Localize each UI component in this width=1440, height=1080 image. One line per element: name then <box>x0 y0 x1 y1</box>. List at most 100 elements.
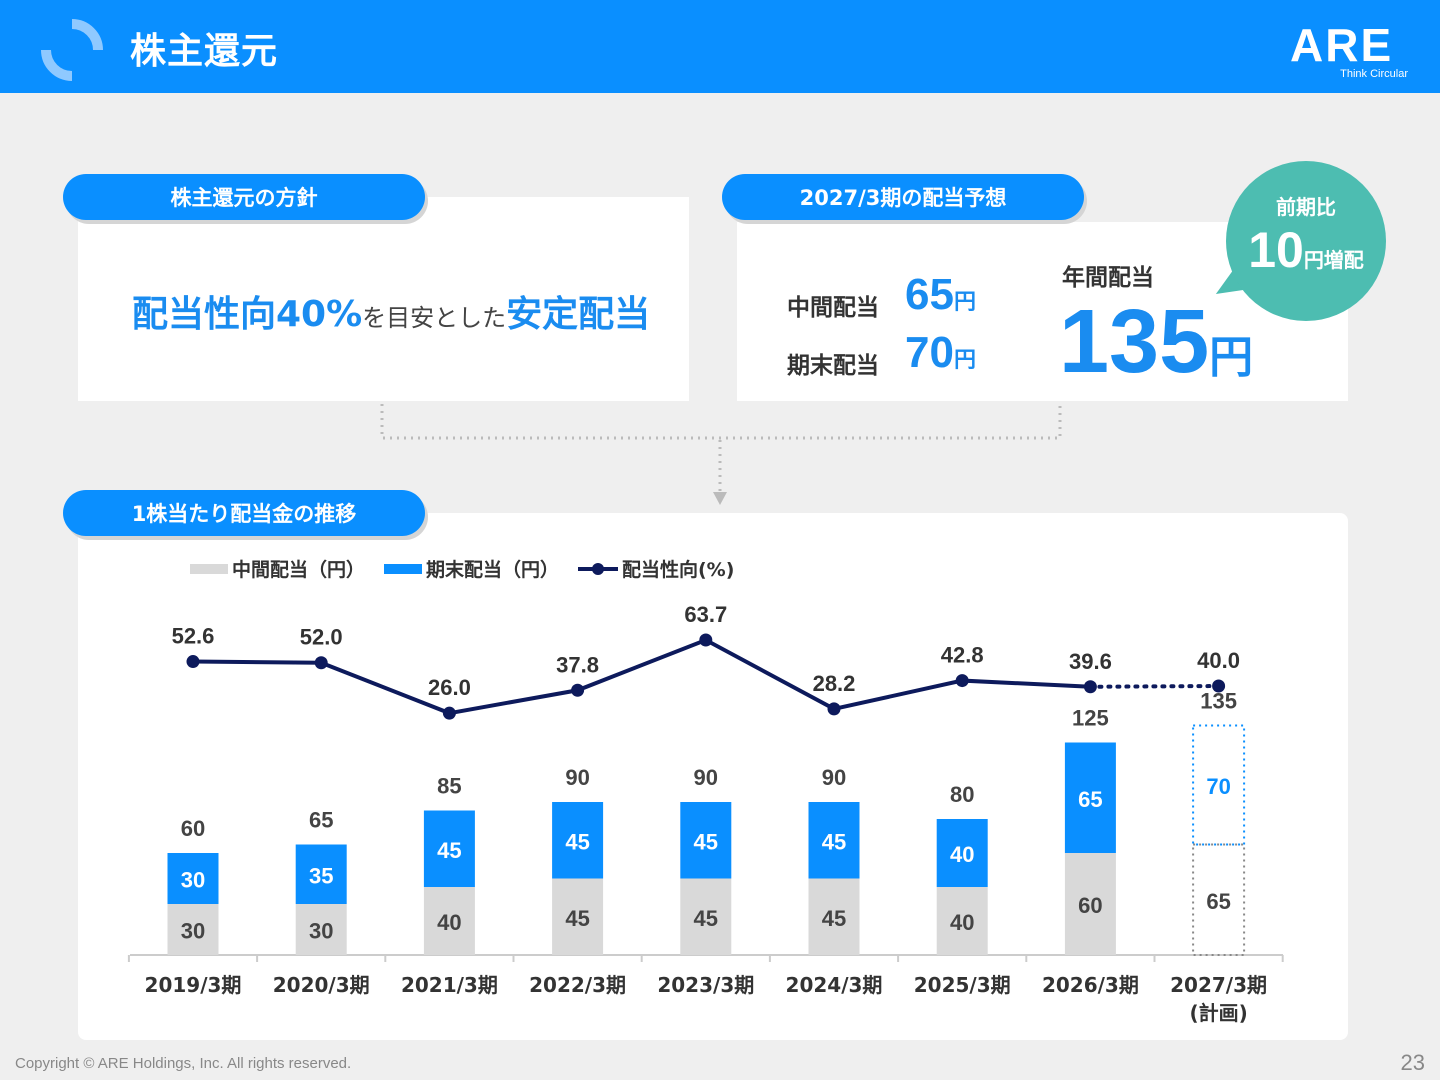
bar-interim-plan <box>1192 843 1246 956</box>
header-bar: 株主還元 ARE Think Circular <box>0 0 1440 93</box>
policy-pill: 株主還元の方針 <box>63 174 425 220</box>
bar-label-year-end: 45 <box>822 829 846 854</box>
policy-statement: 配当性向40%を目安とした安定配当 <box>132 285 650 337</box>
chart-card-bg <box>78 513 1348 1040</box>
bar-year-end <box>808 802 860 879</box>
copyright: Copyright © ARE Holdings, Inc. All right… <box>15 1055 352 1072</box>
x-tick-label: 2019/3期 <box>145 973 242 997</box>
bar-label-interim: 60 <box>1078 893 1102 918</box>
bar-interim <box>808 878 860 955</box>
x-tick-label: 2022/3期 <box>529 973 626 997</box>
payout-point <box>827 702 841 716</box>
bar-interim <box>680 878 732 955</box>
connector-lines <box>380 404 1062 505</box>
payout-label: 40.0 <box>1197 648 1240 673</box>
bar-year-end <box>167 853 219 904</box>
bar-label-year-end: 35 <box>309 863 333 888</box>
x-tick-label: 2027/3期 <box>1170 973 1267 997</box>
bar-total-label: 135 <box>1200 689 1237 714</box>
bar-total-label: 60 <box>181 816 205 841</box>
payout-point <box>955 674 969 688</box>
bar-label-year-end: 65 <box>1078 787 1102 812</box>
page-number: 23 <box>1400 1050 1425 1075</box>
bar-label-interim: 30 <box>309 919 333 944</box>
payout-point <box>186 655 200 669</box>
legend-label-year-end: 期末配当（円） <box>426 558 559 581</box>
bar-total-label: 90 <box>694 765 718 790</box>
bar-total-label: 90 <box>565 765 589 790</box>
brand-logo: ARE Think Circular <box>1290 22 1410 82</box>
legend-marker-payout <box>592 563 604 575</box>
legend-swatch-year-end <box>384 564 422 574</box>
bar-label-interim: 45 <box>565 906 589 931</box>
payout-point <box>1212 679 1226 693</box>
bar-total-label: 65 <box>309 808 333 833</box>
bar-year-end <box>936 819 988 887</box>
policy-card: 配当性向40%を目安とした安定配当 <box>78 197 689 401</box>
interim-label: 中間配当 <box>787 295 879 321</box>
bar-label-interim: 45 <box>822 906 846 931</box>
forecast-pill: 2027/3期の配当予想 <box>722 174 1084 220</box>
payout-label: 52.6 <box>172 624 215 649</box>
brand-tagline: Think Circular <box>1340 68 1408 80</box>
bar-label-interim: 45 <box>694 906 718 931</box>
legend-swatch-interim <box>190 564 228 574</box>
bar-label-year-end: 45 <box>437 838 461 863</box>
payout-label: 39.6 <box>1069 649 1112 674</box>
policy-payout-target: 配当性向40% <box>132 294 363 335</box>
legend-label-payout: 配当性向(%) <box>622 558 734 581</box>
circular-logo-icon <box>41 19 103 81</box>
x-tick-label: (計画) <box>1189 1001 1247 1025</box>
policy-stable-dividend: 安定配当 <box>506 294 651 335</box>
bar-interim <box>552 878 604 955</box>
bar-label-year-end: 40 <box>950 842 974 867</box>
year-end-value: 70円 <box>905 328 976 377</box>
chart-pill: 1株当たり配当金の推移 <box>63 490 425 536</box>
interim-value: 65円 <box>905 270 976 319</box>
x-tick-label: 2020/3期 <box>273 973 370 997</box>
bar-total-label: 90 <box>822 765 846 790</box>
bubble-increase: 10円増配 <box>1248 222 1364 278</box>
bar-label-interim: 30 <box>181 919 205 944</box>
bar-label-year-end: 45 <box>694 829 718 854</box>
bar-label-year-end: 70 <box>1206 774 1230 799</box>
bar-total-label: 80 <box>950 782 974 807</box>
payout-point <box>571 683 585 697</box>
annual-value: 135円 <box>1059 292 1254 392</box>
payout-line <box>192 637 1091 716</box>
bar-total-label: 85 <box>437 774 461 799</box>
bar-label-interim: 40 <box>950 910 974 935</box>
page-title: 株主還元 <box>130 31 279 72</box>
payout-line-plan <box>1088 684 1221 689</box>
bubble-caption: 前期比 <box>1276 195 1336 219</box>
year-end-label: 期末配当 <box>787 353 879 379</box>
bar-total-label: 125 <box>1072 706 1109 731</box>
legend-label-interim: 中間配当（円） <box>232 558 365 581</box>
bar-year-end <box>295 844 347 904</box>
payout-point <box>314 656 328 670</box>
x-tick-label: 2024/3期 <box>786 973 883 997</box>
payout-label: 63.7 <box>684 602 727 627</box>
annual-label: 年間配当 <box>1062 265 1154 291</box>
payout-label: 52.0 <box>300 625 343 650</box>
bar-year-end <box>423 810 475 887</box>
bar-label-year-end: 30 <box>181 868 205 893</box>
bar-interim <box>423 887 475 955</box>
payout-point <box>699 633 713 647</box>
brand-name: ARE <box>1290 19 1394 71</box>
bar-interim <box>1064 853 1116 955</box>
x-tick-label: 2021/3期 <box>401 973 498 997</box>
bar-year-end <box>552 802 604 879</box>
x-tick-label: 2025/3期 <box>914 973 1011 997</box>
payout-point <box>1083 680 1097 694</box>
policy-connector: を目安とした <box>362 304 507 332</box>
x-tick-label: 2026/3期 <box>1042 973 1139 997</box>
bar-interim <box>936 887 988 955</box>
payout-point <box>442 706 456 720</box>
bar-interim <box>295 904 347 955</box>
bar-label-interim: 40 <box>437 910 461 935</box>
bar-year-end <box>680 802 732 879</box>
dividend-chart: 中間配当（円） 期末配当（円） 配当性向(%) 30 30 60 2019/3期 30 35 65… <box>78 513 1348 1040</box>
payout-label: 28.2 <box>813 671 856 696</box>
x-tick-label: 2023/3期 <box>657 973 754 997</box>
